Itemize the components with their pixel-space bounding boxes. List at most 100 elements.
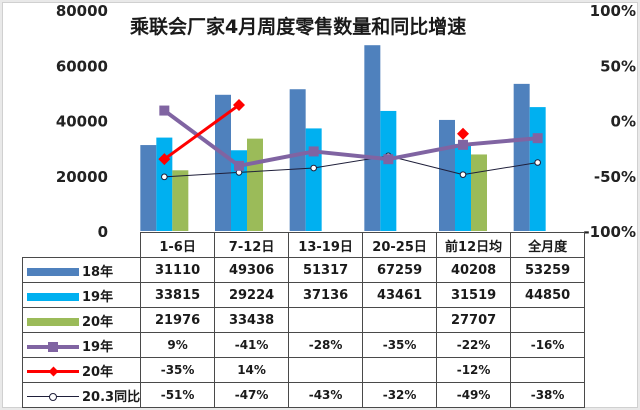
table-cell [510, 307, 586, 333]
table-cell: 33815 [140, 282, 216, 308]
left-axis-tick: 60000 [56, 57, 108, 75]
circle-marker [534, 159, 541, 166]
table-cell: -49% [436, 382, 512, 408]
table-cell: -32% [362, 382, 438, 408]
table-row: 20年 -35% 14% -12% [21, 357, 586, 383]
bar [156, 137, 173, 231]
line-path [163, 103, 240, 161]
table-cell: 43461 [362, 282, 438, 308]
table-cell: 44850 [510, 282, 586, 308]
right-axis-tick: 100% [590, 2, 636, 20]
bar [455, 143, 471, 231]
table-cell: -28% [288, 332, 364, 358]
circle-marker [161, 173, 168, 181]
row-label: 20.3同比 [82, 389, 141, 405]
bar [289, 89, 306, 231]
table-cell [288, 357, 364, 383]
left-axis: 80000 60000 40000 20000 0 [56, 2, 108, 241]
bar [513, 83, 530, 231]
legend-key-line-203-circle [27, 390, 79, 404]
table-row: 20.3同比 -51% -47% -43% -32% -49% -38% [21, 382, 586, 408]
right-axis-tick: -50% [594, 168, 636, 186]
right-axis-tick: 0% [611, 113, 636, 131]
left-axis-tick: 0 [98, 223, 108, 241]
bar [364, 45, 381, 231]
square-marker [308, 146, 319, 157]
right-axis-tick: 50% [600, 57, 636, 75]
table-cell: -22% [436, 332, 512, 358]
table-cell: 49306 [214, 257, 290, 283]
table-cell: -51% [140, 382, 216, 408]
bar [172, 170, 189, 231]
line-series [158, 99, 543, 181]
table-cell: -35% [362, 332, 438, 358]
right-axis: 100% 50% 0% -50% -100% [583, 2, 636, 241]
table-cell [510, 357, 586, 383]
legend-key-bar-18 [27, 265, 79, 279]
table-cell: 53259 [510, 257, 586, 283]
square-marker [159, 105, 170, 116]
data-table: 1-6日 7-12日 13-19日 20-25日 前12日均 全月度 18年 3… [21, 232, 586, 408]
diamond-marker [457, 127, 469, 140]
left-axis-tick: 40000 [56, 113, 108, 131]
circle-marker [459, 171, 467, 178]
table-cell: -35% [140, 357, 216, 383]
table-header-cell: 1-6日 [140, 232, 216, 258]
circle-marker [310, 164, 317, 172]
table-cell [362, 357, 438, 383]
table-row: 19年 33815 29224 37136 43461 31519 44850 [21, 282, 586, 308]
table-cell: 9% [140, 332, 216, 358]
bar [215, 94, 231, 231]
table-cell: -47% [214, 382, 290, 408]
table-cell: 33438 [214, 307, 290, 333]
bar [439, 119, 455, 231]
square-marker [383, 154, 394, 165]
table-cell: 27707 [436, 307, 512, 333]
row-label: 20年 [82, 314, 114, 330]
legend-key-line-19-square [27, 340, 79, 354]
table-cell: -16% [510, 332, 586, 358]
table-cell: 14% [214, 357, 290, 383]
table-header-row: 1-6日 7-12日 13-19日 20-25日 前12日均 全月度 [22, 232, 586, 258]
bar [529, 107, 546, 231]
table-row: 19年 9% -41% -28% -35% -22% -16% [21, 332, 586, 358]
table-cell: 31110 [140, 257, 216, 283]
square-marker [234, 160, 244, 171]
row-label: 19年 [82, 289, 114, 305]
left-axis-tick: 80000 [56, 2, 108, 20]
bar [471, 154, 487, 231]
legend-key-line-20-diamond [27, 365, 79, 379]
table-cell: -12% [436, 357, 512, 383]
table-row: 18年 31110 49306 51317 67259 40208 53259 [21, 257, 586, 283]
table-header-cell: 全月度 [510, 232, 586, 258]
diamond-marker [233, 99, 245, 112]
left-axis-tick: 20000 [56, 168, 108, 186]
line-path [164, 155, 538, 178]
table-cell [288, 307, 364, 333]
table-cell: -38% [510, 382, 586, 408]
table-cell: -43% [288, 382, 364, 408]
table-cell: 21976 [140, 307, 216, 333]
bar [140, 145, 157, 231]
table-row: 20年 21976 33438 27707 [21, 307, 586, 333]
table-cell: -41% [214, 332, 290, 358]
table-header-cell: 7-12日 [214, 232, 290, 258]
legend-key-bar-19 [27, 290, 79, 304]
table-cell [362, 307, 438, 333]
table-cell: 67259 [362, 257, 438, 283]
table-header-cell: 13-19日 [288, 232, 364, 258]
row-label: 18年 [82, 264, 114, 280]
table-cell: 31519 [436, 282, 512, 308]
table-cell: 29224 [214, 282, 290, 308]
row-label: 19年 [82, 339, 114, 355]
bar [305, 128, 322, 231]
right-axis-tick: -100% [583, 223, 636, 241]
square-marker [458, 139, 468, 150]
square-marker [532, 133, 543, 144]
bar [380, 110, 397, 231]
legend-key-bar-20 [27, 315, 79, 329]
table-cell: 40208 [436, 257, 512, 283]
table-corner [22, 232, 142, 258]
bar [247, 138, 263, 231]
